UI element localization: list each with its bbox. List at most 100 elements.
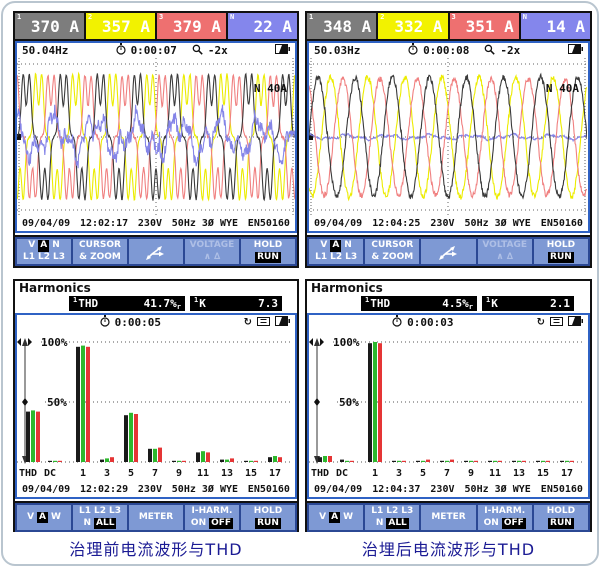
softkey-hold-run[interactable]: HOLD RUN bbox=[533, 505, 589, 530]
svg-text:DC: DC bbox=[336, 468, 348, 479]
current-readings: 1 348 A 2 332 A 3 351 A N 14 A bbox=[307, 13, 590, 41]
channel-superscript: 1 bbox=[365, 296, 370, 304]
channel-superscript: 1 bbox=[73, 296, 78, 304]
bar-1-L1 bbox=[76, 346, 80, 462]
softkey-meter[interactable]: METER bbox=[129, 505, 183, 530]
softkey-token: L1 bbox=[315, 251, 328, 262]
softkey-line: ∧ ∆ bbox=[496, 252, 513, 263]
softkey-scope-menu[interactable] bbox=[421, 239, 476, 264]
svg-text:50%: 50% bbox=[47, 396, 67, 409]
softkey-line: N ALL bbox=[376, 517, 409, 529]
bar-17-L1 bbox=[268, 457, 272, 462]
svg-text:100%: 100% bbox=[41, 336, 68, 349]
softkey-meter[interactable]: METER bbox=[421, 505, 476, 530]
svg-text:11: 11 bbox=[489, 468, 501, 479]
status-standard: EN50160 bbox=[540, 484, 583, 495]
waveform-plot: N 40A bbox=[309, 58, 588, 216]
softkey-token: L1 bbox=[371, 506, 384, 517]
softkey-cursor-zoom[interactable]: CURSOR & ZOOM bbox=[365, 239, 420, 264]
trace-N bbox=[309, 132, 587, 143]
softkey-i-harm[interactable]: I-HARM. ON OFF bbox=[185, 505, 239, 530]
harmonics-plot: 100% 50% THD DC 1 3 5 7 9 11 13 15 17 bbox=[309, 330, 588, 482]
softkey-token: VOLTAGE bbox=[189, 240, 235, 251]
bar-THD-L1 bbox=[318, 457, 322, 462]
softkey-token: CURSOR bbox=[79, 240, 121, 251]
trace-L1 bbox=[309, 72, 587, 200]
channel-tag: 2 bbox=[380, 13, 385, 21]
current-readings: 1 370 A 2 357 A 3 379 A N 22 A bbox=[15, 13, 297, 41]
softkey-voltage[interactable]: VOLTAGE ∧ ∆ bbox=[477, 239, 532, 264]
softkey-token: N bbox=[344, 240, 352, 251]
svg-text:50%: 50% bbox=[339, 396, 359, 409]
softkey-token: & ZOOM bbox=[371, 251, 414, 262]
bar-17-L2 bbox=[273, 456, 277, 462]
thd-suffix: r bbox=[176, 303, 181, 311]
trigger-marker-icon bbox=[309, 134, 313, 140]
softkey-line: ∧ ∆ bbox=[204, 252, 221, 263]
channel-tag: 1 bbox=[17, 13, 22, 21]
svg-text:9: 9 bbox=[176, 468, 182, 479]
bar-DC-L2 bbox=[53, 460, 57, 462]
svg-text:15: 15 bbox=[245, 468, 257, 479]
scope-panel-before: 1 370 A 2 357 A 3 379 A N 22 A 50.04Hz 0:00:07 … bbox=[13, 11, 299, 268]
status-standard: EN50160 bbox=[247, 218, 290, 229]
softkey-line: METER bbox=[431, 512, 465, 523]
softkey-input-select[interactable]: V A N L1 L2 L3 bbox=[17, 239, 71, 264]
harmonics-title: Harmonics bbox=[311, 281, 383, 295]
bar-3-L3 bbox=[402, 460, 406, 462]
status-time: 12:02:17 bbox=[79, 218, 129, 229]
softkey-hold-run[interactable]: HOLD RUN bbox=[241, 505, 295, 530]
channel-tag: N bbox=[230, 13, 235, 21]
softkey-cursor-zoom[interactable]: CURSOR & ZOOM bbox=[73, 239, 127, 264]
bar-3-L1 bbox=[392, 460, 396, 462]
thd-suffix: r bbox=[468, 303, 473, 311]
softkey-scope-menu[interactable] bbox=[129, 239, 183, 264]
status-voltage: 230V bbox=[137, 484, 162, 495]
reading-value: 348 A bbox=[323, 16, 372, 36]
svg-text:100%: 100% bbox=[333, 336, 360, 349]
softkey-line: N ALL bbox=[84, 517, 117, 529]
bar-17-L1 bbox=[560, 460, 564, 462]
scope-screen: 50.04Hz 0:00:07 -2x N 40A 09/04/09 12:02… bbox=[15, 41, 297, 233]
softkey-phase-select[interactable]: L1 L2 L3 N ALL bbox=[365, 505, 420, 530]
softkey-token: ON bbox=[483, 517, 499, 528]
softkey-i-harm[interactable]: I-HARM. ON OFF bbox=[477, 505, 532, 530]
bar-DC-L1 bbox=[340, 459, 344, 462]
bar-13-L2 bbox=[517, 460, 521, 462]
svg-text:DC: DC bbox=[44, 468, 56, 479]
svg-text:1: 1 bbox=[372, 468, 378, 479]
softkey-input-select[interactable]: V A N L1 L2 L3 bbox=[309, 239, 364, 264]
softkey-line: & ZOOM bbox=[371, 252, 413, 263]
bar-7-L3 bbox=[158, 447, 162, 462]
softkey-line: HOLD bbox=[254, 240, 282, 251]
svg-text:9: 9 bbox=[468, 468, 474, 479]
softkey-token: ALL bbox=[94, 517, 117, 529]
harmonics-panel-after: Harmonics 1 THD 4.5% r 1 K 2.1 0:00:03 ↻… bbox=[305, 279, 592, 532]
softkey-line: I-HARM. bbox=[192, 506, 233, 517]
softkey-hold-run[interactable]: HOLD RUN bbox=[241, 239, 295, 264]
softkey-voltage[interactable]: VOLTAGE ∧ ∆ bbox=[185, 239, 239, 264]
waveform-plot: N 40A bbox=[17, 58, 295, 216]
bar-13-L1 bbox=[512, 460, 516, 462]
bar-11-L2 bbox=[493, 460, 497, 462]
bar-7-L2 bbox=[153, 448, 157, 462]
bar-THD-L1 bbox=[26, 411, 30, 462]
scope-info-row: 50.03Hz 0:00:08 -2x bbox=[309, 43, 588, 58]
softkey-hold-run[interactable]: HOLD RUN bbox=[533, 239, 589, 264]
softkey-line: I-HARM. bbox=[484, 506, 525, 517]
softkey-token: A bbox=[329, 511, 341, 524]
hold-icon: ↻ bbox=[243, 317, 252, 328]
softkey-phase-select[interactable]: L1 L2 L3 N ALL bbox=[73, 505, 127, 530]
reading-value: 370 A bbox=[30, 16, 79, 36]
svg-text:7: 7 bbox=[152, 468, 158, 479]
clock-icon bbox=[100, 315, 110, 330]
bar-5-L3 bbox=[426, 459, 430, 462]
softkey-line: L1 L2 L3 bbox=[79, 506, 121, 517]
softkey-token: ALL bbox=[386, 517, 409, 529]
bar-17-L2 bbox=[565, 460, 569, 462]
channel-tag: 3 bbox=[159, 13, 164, 21]
softkey-token: HOLD bbox=[253, 240, 283, 251]
zoom-level: -2x bbox=[207, 44, 228, 57]
